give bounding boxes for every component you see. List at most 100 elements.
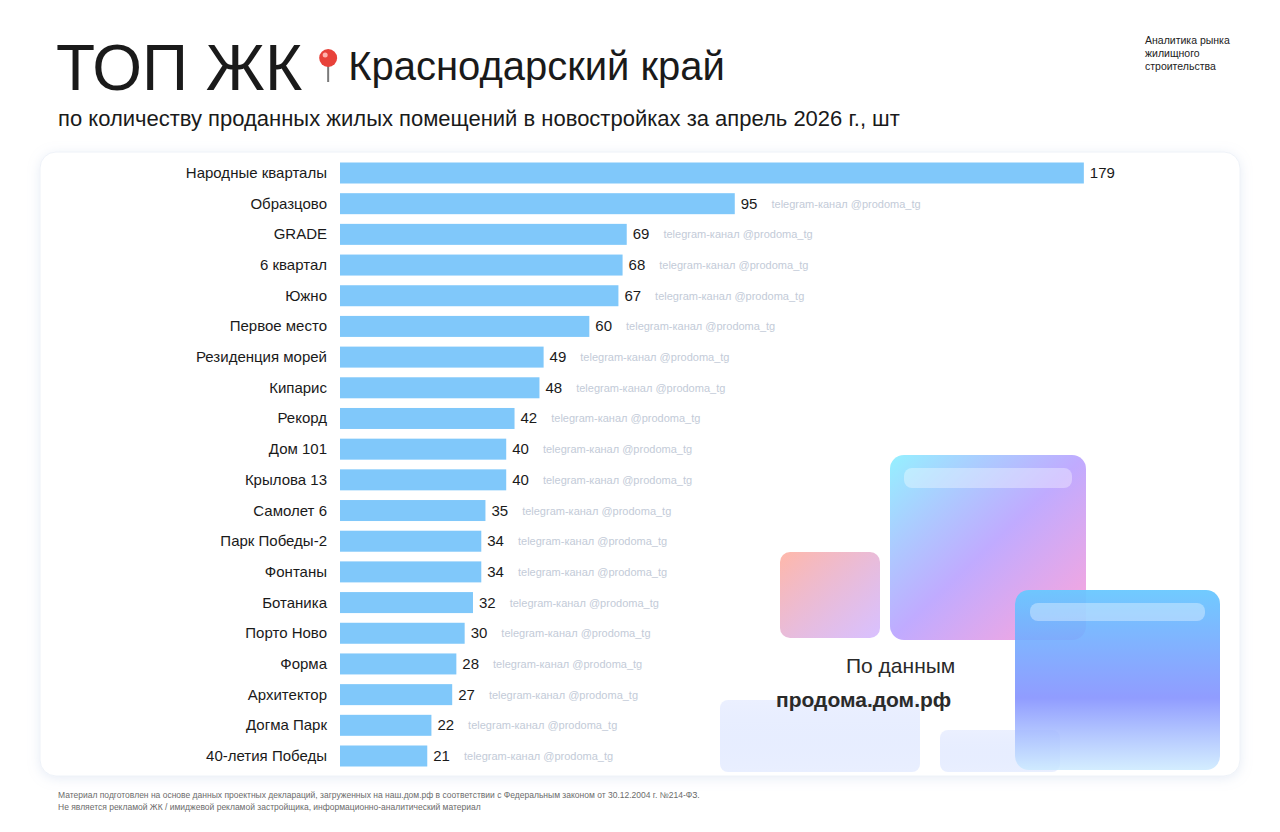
watermark: telegram-канал @prodoma_tg <box>551 412 700 424</box>
watermark: telegram-канал @prodoma_tg <box>489 689 638 701</box>
bar <box>340 715 431 736</box>
value-label: 30 <box>471 624 488 641</box>
value-label: 22 <box>437 716 454 733</box>
value-label: 48 <box>545 379 562 396</box>
category-label: Рекорд <box>277 409 327 426</box>
category-label: Резиденция морей <box>196 348 327 365</box>
deco-cube <box>1015 590 1220 770</box>
bar <box>340 531 481 552</box>
watermark: telegram-канал @prodoma_tg <box>543 474 692 486</box>
watermark: telegram-канал @prodoma_tg <box>464 750 613 762</box>
bars <box>340 163 1084 767</box>
watermark: telegram-канал @prodoma_tg <box>626 320 775 332</box>
source-name: продома.дом.рф <box>776 688 951 711</box>
labels: Народные кварталы 179 Образцово 95 telegram-… <box>186 164 1115 764</box>
category-label: GRADE <box>274 225 327 242</box>
category-label: Дом 101 <box>269 440 327 457</box>
watermark: telegram-канал @prodoma_tg <box>655 290 804 302</box>
title: ТОП ЖК <box>56 32 302 104</box>
watermark: telegram-канал @prodoma_tg <box>580 351 729 363</box>
bar <box>340 408 515 429</box>
value-label: 67 <box>624 287 641 304</box>
watermark: telegram-канал @prodoma_tg <box>576 382 725 394</box>
category-label: Кипарис <box>269 379 327 396</box>
footnote: Материал подготовлен на основе данных пр… <box>58 790 700 800</box>
bar <box>340 500 485 521</box>
category-label: Ботаника <box>262 594 327 611</box>
pin-shine <box>323 53 328 58</box>
bar <box>340 746 427 767</box>
bar <box>340 193 735 214</box>
bar <box>340 316 589 337</box>
bar <box>340 439 506 460</box>
watermark: telegram-канал @prodoma_tg <box>518 566 667 578</box>
bar <box>340 653 456 674</box>
value-label: 95 <box>741 195 758 212</box>
category-label: 6 квартал <box>260 256 327 273</box>
decoration <box>720 455 1220 772</box>
bar <box>340 377 539 398</box>
value-label: 179 <box>1090 164 1115 181</box>
region: Краснодарский край <box>348 44 725 88</box>
category-label: 40-летия Победы <box>206 747 327 764</box>
deco-cube <box>780 552 880 638</box>
category-label: Образцово <box>250 195 327 212</box>
category-label: Архитектор <box>248 686 327 703</box>
watermark: telegram-канал @prodoma_tg <box>659 259 808 271</box>
value-label: 27 <box>458 686 475 703</box>
watermark: telegram-канал @prodoma_tg <box>663 228 812 240</box>
bar <box>340 561 481 582</box>
value-label: 34 <box>487 563 504 580</box>
watermark: telegram-канал @prodoma_tg <box>771 198 920 210</box>
category-label: Порто Ново <box>245 624 327 641</box>
chart-root: ТОП ЖК Краснодарский край по количеству пр… <box>0 0 1280 832</box>
pin-head <box>319 49 337 67</box>
watermark: telegram-канал @prodoma_tg <box>468 719 617 731</box>
footnote: Не является рекламой ЖК / имиджевой рекл… <box>58 802 481 812</box>
value-label: 42 <box>521 409 538 426</box>
category-label: Фонтаны <box>265 563 327 580</box>
deco-shine <box>1030 603 1205 621</box>
watermark: telegram-канал @prodoma_tg <box>518 535 667 547</box>
category-label: Южно <box>285 287 327 304</box>
header-note: жилищного <box>1145 47 1200 59</box>
watermark: telegram-канал @prodoma_tg <box>501 627 650 639</box>
bar <box>340 285 618 306</box>
pin-icon <box>319 49 337 82</box>
value-label: 35 <box>491 502 508 519</box>
category-label: Крылова 13 <box>245 471 327 488</box>
value-label: 34 <box>487 532 504 549</box>
watermark: telegram-канал @prodoma_tg <box>510 597 659 609</box>
background <box>0 0 1280 832</box>
value-label: 49 <box>550 348 567 365</box>
bar <box>340 163 1084 184</box>
bar <box>340 684 452 705</box>
bar <box>340 469 506 490</box>
header-note: Аналитика рынка <box>1145 34 1230 46</box>
bar <box>340 347 544 368</box>
value-label: 40 <box>512 471 529 488</box>
category-label: Народные кварталы <box>186 164 327 181</box>
panel <box>40 152 1240 776</box>
category-label: Догма Парк <box>246 716 327 733</box>
bar <box>340 623 465 644</box>
value-label: 40 <box>512 440 529 457</box>
watermark: telegram-канал @prodoma_tg <box>493 658 642 670</box>
watermark: telegram-канал @prodoma_tg <box>522 505 671 517</box>
bar <box>340 255 623 276</box>
subtitle: по количеству проданных жилых помещений … <box>58 106 900 131</box>
value-label: 32 <box>479 594 496 611</box>
value-label: 60 <box>595 317 612 334</box>
category-label: Самолет 6 <box>253 502 327 519</box>
value-label: 69 <box>633 225 650 242</box>
category-label: Форма <box>280 655 327 672</box>
watermark: telegram-канал @prodoma_tg <box>543 443 692 455</box>
bar <box>340 592 473 613</box>
source-label: По данным <box>846 654 955 677</box>
bar <box>340 224 627 245</box>
category-label: Первое место <box>230 317 327 334</box>
category-label: Парк Победы-2 <box>220 532 327 549</box>
deco-shine <box>904 468 1072 488</box>
value-label: 28 <box>462 655 479 672</box>
header-note: строительства <box>1145 60 1216 72</box>
